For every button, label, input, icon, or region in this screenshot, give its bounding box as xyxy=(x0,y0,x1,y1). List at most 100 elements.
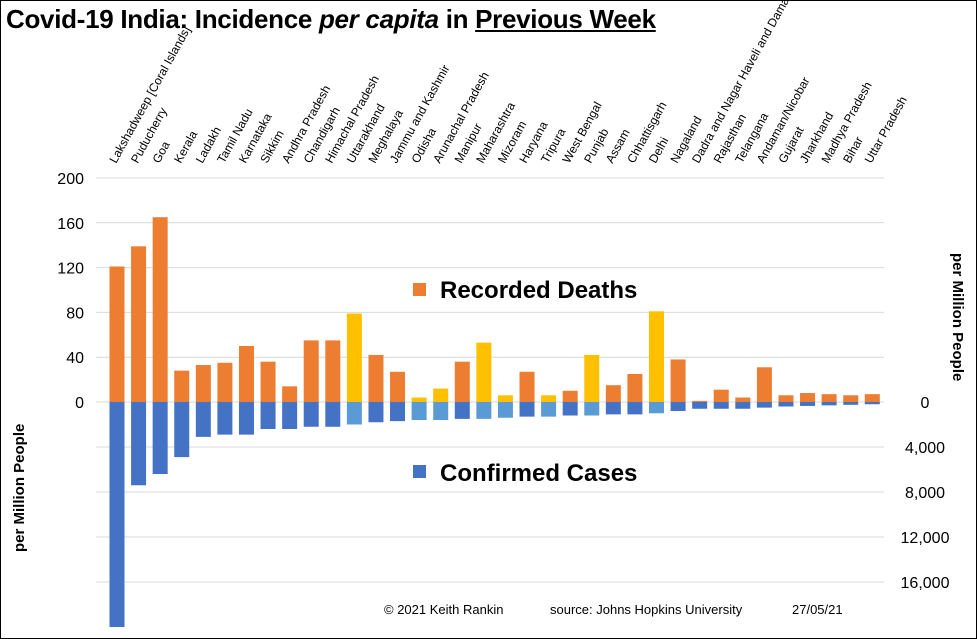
deaths-bar xyxy=(713,389,729,402)
cases-bar xyxy=(864,402,880,405)
deaths-bars xyxy=(109,217,880,402)
deaths-bar xyxy=(843,395,859,402)
legend-label-cases: Confirmed Cases xyxy=(440,460,637,487)
cases-bar xyxy=(109,402,125,627)
left-tick-label: 200 xyxy=(57,171,84,188)
deaths-bar xyxy=(605,385,621,402)
deaths-bar xyxy=(131,246,147,402)
deaths-bar xyxy=(303,340,319,402)
cases-bar xyxy=(303,402,319,427)
title-part-4: Previous Week xyxy=(475,4,656,34)
cases-bar xyxy=(756,402,772,408)
right-tick-label: 16,000 xyxy=(901,575,950,592)
deaths-bar xyxy=(756,367,772,402)
deaths-bar xyxy=(476,342,492,402)
right-tick-label: 0 xyxy=(921,395,930,412)
cases-bar xyxy=(519,402,535,417)
cases-bar xyxy=(217,402,233,435)
deaths-bar xyxy=(433,388,449,402)
deaths-bar xyxy=(692,400,708,402)
left-axis-title: per Million People xyxy=(11,424,28,552)
cases-bar xyxy=(778,402,794,407)
deaths-bar xyxy=(454,361,470,402)
cases-bar xyxy=(627,402,643,415)
cases-bar xyxy=(346,402,362,425)
deaths-bar xyxy=(174,370,190,402)
cases-bar xyxy=(411,402,427,420)
cases-bar xyxy=(735,402,751,409)
right-axis-ticks: 0 4,000 8,000 12,000 16,000 xyxy=(901,395,950,592)
deaths-bar xyxy=(368,354,384,402)
left-axis-ticks: 0 40 80 120 160 200 xyxy=(57,171,84,412)
deaths-bar xyxy=(519,371,535,402)
cases-bar xyxy=(476,402,492,419)
cases-bar xyxy=(325,402,341,427)
state-label: Goa xyxy=(150,139,173,166)
deaths-bar xyxy=(346,313,362,402)
deaths-bar xyxy=(735,397,751,402)
deaths-bar xyxy=(217,362,233,402)
left-tick-label: 160 xyxy=(57,216,84,233)
left-tick-label: 120 xyxy=(57,261,84,278)
deaths-bar xyxy=(562,390,578,402)
deaths-bar xyxy=(584,354,600,402)
deaths-bar xyxy=(800,393,816,402)
cases-bar xyxy=(584,402,600,416)
cases-bars xyxy=(109,402,880,627)
state-label: Uttar Pradesh xyxy=(862,94,910,166)
chart-title: Covid-19 India: Incidence per capita in … xyxy=(6,4,656,35)
deaths-bar xyxy=(864,394,880,402)
deaths-bar xyxy=(260,361,276,402)
deaths-bar xyxy=(411,397,427,402)
cases-bar xyxy=(562,402,578,416)
cases-bar xyxy=(238,402,254,435)
left-tick-label: 40 xyxy=(66,350,84,367)
cases-bar xyxy=(692,402,708,409)
left-tick-label: 0 xyxy=(75,395,84,412)
deaths-bar xyxy=(627,374,643,402)
deaths-bar xyxy=(541,395,557,402)
legend-swatch-cases xyxy=(413,465,426,478)
cases-bar xyxy=(800,402,816,406)
right-axis-title: per Million People xyxy=(949,253,966,381)
deaths-bar xyxy=(109,266,125,402)
cases-bar xyxy=(282,402,298,429)
right-tick-label: 4,000 xyxy=(905,440,945,457)
deaths-bar xyxy=(778,395,794,402)
footer-date: 27/05/21 xyxy=(792,602,843,617)
deaths-bar xyxy=(238,346,254,402)
cases-bar xyxy=(713,402,729,409)
deaths-bar xyxy=(497,395,513,402)
cases-bar xyxy=(131,402,147,486)
cases-bar xyxy=(260,402,276,429)
deaths-bar xyxy=(821,394,837,402)
cases-bar xyxy=(605,402,621,415)
deaths-bar xyxy=(390,371,406,402)
cases-bar xyxy=(821,402,837,406)
cases-bar xyxy=(497,402,513,418)
cases-bar xyxy=(195,402,211,437)
cases-bar xyxy=(368,402,384,423)
deaths-bar xyxy=(325,340,341,402)
deaths-bar xyxy=(649,311,664,402)
legend-swatch-deaths xyxy=(413,283,426,296)
legend-label-deaths: Recorded Deaths xyxy=(440,277,637,304)
title-part-1: Covid-19 India: Incidence xyxy=(6,4,319,34)
cases-bar xyxy=(454,402,470,419)
cases-bar xyxy=(174,402,190,458)
cases-bar xyxy=(670,402,686,411)
cases-bar xyxy=(390,402,406,422)
footer-source: source: Johns Hopkins University xyxy=(550,602,743,617)
deaths-bar xyxy=(195,365,211,402)
right-tick-label: 12,000 xyxy=(901,530,950,547)
right-tick-label: 8,000 xyxy=(905,485,945,502)
cases-bar xyxy=(152,402,168,474)
title-part-3: in xyxy=(438,4,476,34)
cases-bar xyxy=(541,402,557,417)
state-labels: Lakshadweep [Coral Islands]PuducherryGoa… xyxy=(106,0,909,165)
cases-bar xyxy=(433,402,449,420)
deaths-bar xyxy=(670,359,686,402)
footer-copyright: © 2021 Keith Rankin xyxy=(384,602,503,617)
cases-bar xyxy=(649,402,664,414)
